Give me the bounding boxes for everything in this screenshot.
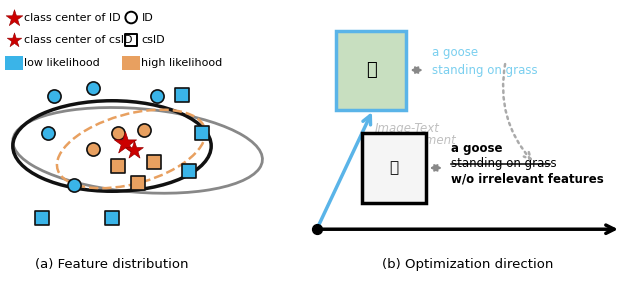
Text: a goose: a goose [451, 142, 502, 155]
Text: w/o irrelevant features: w/o irrelevant features [451, 173, 604, 186]
Text: standing on grass: standing on grass [451, 157, 557, 170]
Bar [5, 56, 23, 70]
Point [107, 215, 117, 220]
Text: class center of ID: class center of ID [24, 13, 121, 22]
Bar [336, 31, 406, 110]
Text: class center of csID: class center of csID [24, 35, 133, 45]
Text: ID: ID [141, 13, 153, 22]
Text: (b) Optimization direction: (b) Optimization direction [381, 258, 553, 271]
Point [126, 38, 136, 43]
Point [148, 160, 159, 164]
Point [9, 38, 19, 43]
Point [9, 15, 19, 20]
Text: standing on grass: standing on grass [432, 64, 538, 77]
Point [113, 131, 124, 135]
Bar [362, 133, 426, 203]
Point [129, 148, 140, 153]
Text: Enhancement: Enhancement [374, 134, 456, 147]
Point [196, 131, 207, 135]
Point [120, 141, 130, 145]
Text: Image-Text: Image-Text [374, 122, 439, 135]
Point [113, 164, 124, 169]
Bar [122, 56, 140, 70]
Point [88, 147, 98, 151]
Point [88, 85, 98, 90]
Text: 🦢: 🦢 [389, 160, 398, 175]
Point [177, 93, 188, 97]
Point [68, 183, 79, 188]
Text: high likelihood: high likelihood [141, 58, 223, 68]
Text: low likelihood: low likelihood [24, 58, 100, 68]
Point [184, 168, 194, 173]
Point [152, 94, 162, 99]
Text: csID: csID [141, 35, 165, 45]
Text: a goose: a goose [432, 46, 478, 59]
Point [49, 94, 60, 99]
Point [132, 180, 143, 185]
Point [36, 215, 47, 220]
Point [126, 15, 136, 20]
Text: 🦢: 🦢 [366, 61, 376, 79]
Point [139, 128, 149, 132]
Point [43, 131, 53, 135]
Point [312, 227, 322, 232]
Text: (a) Feature distribution: (a) Feature distribution [35, 258, 189, 271]
